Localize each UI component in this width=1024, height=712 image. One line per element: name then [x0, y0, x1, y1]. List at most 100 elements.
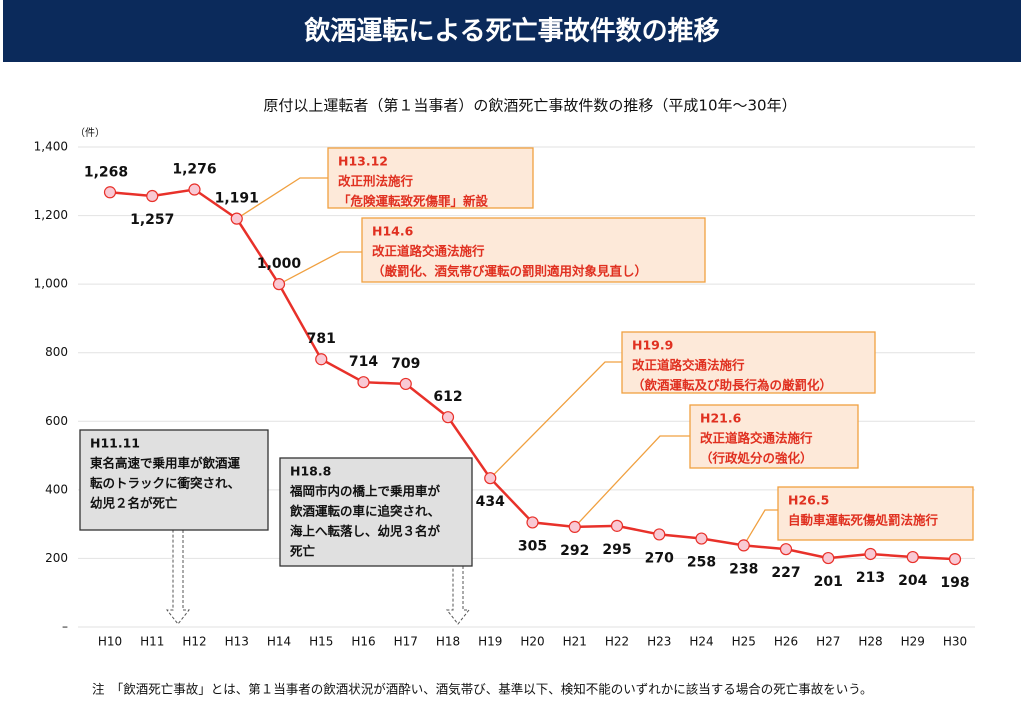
- y-tick-label: 1,400: [34, 140, 68, 154]
- value-label: 227: [771, 565, 800, 581]
- annotation-text: H11.11: [90, 436, 140, 451]
- annotation-text: （厳罰化、酒気帯び運転の罰則適用対象見直し）: [372, 264, 647, 279]
- annotation-text: 死亡: [289, 544, 316, 559]
- annotation-connector: [743, 509, 778, 546]
- value-label: 270: [645, 550, 674, 566]
- value-label: 1,191: [215, 191, 259, 207]
- y-tick-label: 1,000: [34, 277, 68, 291]
- data-point: [357, 376, 370, 389]
- x-tick-label: H17: [394, 635, 418, 649]
- law-box: [361, 217, 706, 283]
- value-label: 1,000: [257, 256, 302, 272]
- data-point: [568, 520, 581, 533]
- x-tick-label: H20: [520, 635, 544, 649]
- x-tick-label: H28: [858, 635, 882, 649]
- value-label: 709: [391, 356, 420, 372]
- x-tick-label: H13: [225, 635, 249, 649]
- value-label: 781: [307, 331, 336, 347]
- annotation-text: H14.6: [372, 224, 414, 239]
- law-box: [621, 331, 876, 394]
- y-tick-label: 400: [45, 482, 68, 496]
- value-label: 434: [476, 494, 505, 510]
- data-point: [822, 551, 835, 565]
- y-tick-label: 1,200: [34, 208, 68, 222]
- annotation-arrow: [165, 529, 191, 625]
- annotation-text: 改正道路交通法施行: [632, 358, 745, 373]
- value-label: 1,276: [172, 162, 216, 178]
- title-banner: [3, 0, 1021, 62]
- annotation-text: 転のトラックに衝突され、: [90, 476, 240, 491]
- accident-box: [279, 457, 473, 567]
- value-label: 258: [687, 555, 716, 571]
- data-point: [146, 189, 159, 203]
- note: 注 「飲酒死亡事故」とは、第１当事者の飲酒状況が酒酔い、酒気帯び、基準以下、検知…: [92, 682, 873, 697]
- value-label: 295: [602, 542, 631, 558]
- x-tick-label: H21: [563, 635, 587, 649]
- x-tick-label: H26: [774, 635, 798, 649]
- value-label: 1,257: [130, 212, 174, 228]
- annotation-text: （飲酒運転及び助長行為の厳罰化）: [632, 378, 832, 393]
- x-tick-label: H18: [436, 635, 460, 649]
- annotation-text: 改正刑法施行: [338, 174, 414, 189]
- data-point: [737, 539, 750, 552]
- data-point: [653, 528, 666, 541]
- annotation-text: H21.6: [700, 411, 742, 426]
- value-label: 204: [898, 573, 927, 589]
- y-tick-label: –: [62, 620, 68, 634]
- data-point: [526, 516, 539, 529]
- y-unit: （件）: [75, 127, 105, 139]
- data-point: [864, 547, 877, 561]
- annotation-text: 「危険運転致死傷罪」新設: [338, 194, 489, 209]
- annotation-connector: [278, 251, 362, 285]
- value-label: 292: [560, 543, 589, 559]
- annotation-connector: [489, 361, 622, 479]
- y-tick-label: 200: [45, 551, 68, 565]
- x-tick-label: H11: [140, 635, 164, 649]
- data-point: [906, 550, 919, 564]
- annotation-text: 自動車運転死傷処罰法施行: [788, 513, 939, 528]
- x-tick-label: H23: [647, 635, 671, 649]
- annotation-text: H26.5: [788, 493, 829, 508]
- y-tick-label: 800: [45, 345, 68, 359]
- annotation-text: 飲酒運転の車に追突され、: [289, 504, 440, 519]
- annotation-text: 改正道路交通法施行: [700, 431, 813, 446]
- y-tick-label: 600: [45, 414, 68, 428]
- data-point: [779, 543, 793, 556]
- value-label: 198: [940, 575, 969, 591]
- value-label: 714: [349, 354, 378, 370]
- annotation-text: 東名高速で乗用車が飲酒運: [90, 456, 241, 471]
- x-tick-label: H30: [943, 635, 967, 649]
- value-label: 238: [729, 561, 758, 577]
- annotation-connector: [574, 435, 690, 528]
- accident-box: [79, 429, 269, 531]
- x-tick-label: H27: [816, 635, 840, 649]
- chart-title: 原付以上運転者（第１当事者）の飲酒死亡事故件数の推移（平成10年～30年）: [263, 97, 796, 115]
- data-point: [441, 411, 455, 424]
- value-label: 612: [433, 389, 462, 405]
- law-box: [327, 147, 534, 209]
- data-point: [315, 353, 328, 366]
- law-box: [689, 404, 859, 469]
- x-tick-label: H14: [267, 635, 291, 649]
- data-point: [484, 472, 497, 485]
- x-tick-label: H19: [478, 635, 502, 649]
- data-point: [610, 519, 624, 532]
- data-point: [695, 532, 708, 545]
- x-tick-label: H22: [605, 635, 629, 649]
- data-point: [230, 212, 243, 225]
- data-point: [103, 186, 117, 199]
- x-tick-label: H10: [98, 635, 122, 649]
- value-label: 213: [856, 570, 885, 586]
- data-point: [948, 553, 962, 566]
- annotation-connector: [236, 177, 328, 220]
- data-point: [188, 183, 201, 196]
- annotation-arrow: [445, 565, 471, 625]
- x-tick-label: H29: [901, 635, 925, 649]
- law-box: [777, 486, 974, 541]
- value-label: 305: [518, 538, 547, 554]
- x-tick-label: H16: [351, 635, 375, 649]
- x-tick-label: H12: [182, 635, 206, 649]
- annotation-text: 福岡市内の橋上で乗用車が: [289, 484, 441, 499]
- value-label: 1,268: [84, 164, 128, 180]
